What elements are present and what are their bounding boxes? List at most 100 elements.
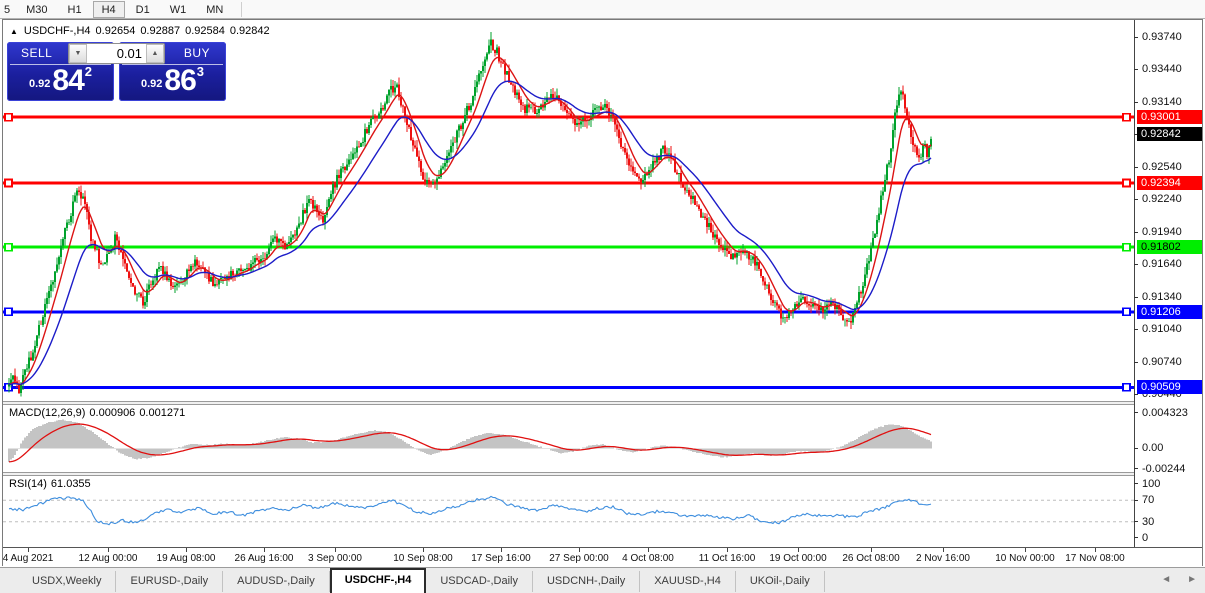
chart-tab-xauusd-[interactable]: XAUUSD-,H4 [640, 571, 736, 592]
level-price-label: 0.91802 [1137, 240, 1202, 255]
level-price-label: 0.92394 [1137, 176, 1202, 190]
rsi-label: RSI(14) [9, 478, 47, 490]
time-tick-label: 4 Oct 08:00 [622, 553, 674, 564]
ohlc-low: 0.92584 [185, 25, 225, 37]
timeframe-button-m30[interactable]: M30 [26, 3, 48, 16]
price-tick-label: 0.91040 [1142, 323, 1182, 336]
macd-signal-value: 0.001271 [139, 407, 186, 419]
horizontal-level-lines[interactable] [3, 112, 1134, 392]
time-tick-label: 26 Oct 08:00 [842, 553, 900, 564]
timeframe-toolbar: 5 M30 H1 H4 D1 W1 MN [0, 0, 1205, 19]
rsi-tick-mark [1134, 521, 1138, 523]
volume-increase-button[interactable]: ▲ [146, 44, 164, 63]
pane-separator[interactable] [3, 401, 1134, 405]
buy-price-pip-sup: 3 [196, 64, 205, 79]
time-tick-mark [423, 548, 424, 552]
level-price-label: 0.91206 [1137, 304, 1202, 319]
price-tick-mark [1134, 361, 1138, 363]
time-tick-label: 19 Aug 08:00 [156, 553, 216, 564]
chart-tab-eurusd-[interactable]: EURUSD-,Daily [116, 571, 224, 592]
volume-decrease-button[interactable]: ▼ [69, 44, 87, 63]
tab-scroll-arrows: ◄ ► [1161, 574, 1197, 585]
macd-signal-line [8, 423, 932, 463]
time-axis[interactable]: 4 Aug 2021 12 Aug 00:00 19 Aug 08:00 26 Aug… [3, 548, 1202, 567]
sell-button[interactable]: SELL [21, 46, 53, 60]
price-tick-label: 0.93140 [1142, 95, 1182, 108]
volume-input[interactable] [87, 44, 146, 63]
timeframe-button-h4[interactable]: H4 [92, 0, 125, 18]
chart-tab-audusd-[interactable]: AUDUSD-,Daily [223, 571, 330, 592]
tab-scroll-right-icon[interactable]: ► [1187, 574, 1197, 585]
macd-histogram [8, 419, 932, 462]
volume-spinner: ▼ ▲ [68, 43, 165, 64]
macd-indicator-pane[interactable] [3, 405, 1134, 472]
price-tick-label: 0.93440 [1142, 63, 1182, 76]
chart-tab-ukoil-[interactable]: UKOil-,Daily [736, 571, 825, 592]
axis-separator [3, 547, 1202, 548]
time-tick-label: 11 Oct 16:00 [698, 553, 756, 564]
timeframe-button-w1[interactable]: W1 [169, 3, 187, 16]
time-tick-mark [798, 548, 799, 552]
time-tick-mark [1095, 548, 1096, 552]
rsi-line [8, 495, 932, 526]
price-tick-mark [1134, 199, 1138, 201]
timeframe-button-d1[interactable]: D1 [135, 3, 150, 16]
time-tick-label: 2 Nov 16:00 [916, 553, 970, 564]
rsi-tick-mark [1134, 483, 1138, 485]
chart-window[interactable]: 0.937400.934400.931400.928400.925400.922… [2, 19, 1203, 567]
macd-tick-mark [1134, 412, 1138, 414]
time-tick-mark [28, 548, 29, 552]
chart-tab-usdcad-[interactable]: USDCAD-,Daily [426, 571, 533, 592]
buy-button[interactable]: BUY [183, 46, 210, 60]
price-tick-label: 0.92540 [1142, 160, 1182, 173]
chart-tab-usdchf-[interactable]: USDCHF-,H4 [329, 568, 427, 593]
time-tick-label: 17 Sep 16:00 [471, 553, 531, 564]
buy-price-big-digits: 86 [164, 64, 196, 97]
rsi-level-lines [3, 499, 1134, 523]
tab-scroll-left-icon[interactable]: ◄ [1161, 574, 1172, 585]
rsi-tick-mark [1134, 537, 1138, 539]
price-tick-mark [1134, 329, 1138, 331]
level-price-label: 0.93001 [1137, 110, 1202, 125]
time-tick-label: 10 Sep 08:00 [393, 553, 453, 564]
chart-tab-usdx[interactable]: USDX,Weekly [18, 571, 117, 592]
chart-tab-bar: USDX,Weekly EURUSD-,Daily AUDUSD-,Daily USD… [0, 567, 1205, 593]
level-price-label: 0.90509 [1137, 380, 1202, 395]
rsi-indicator-pane[interactable] [3, 476, 1134, 547]
time-tick-label: 4 Aug 2021 [2, 553, 54, 564]
divider [10, 64, 111, 65]
time-tick-mark [501, 548, 502, 552]
sell-price-big-digits: 84 [52, 64, 84, 97]
price-tick-label: 0.91640 [1142, 258, 1182, 271]
macd-axis-label: -0.00244 [1142, 462, 1186, 475]
ohlc-open: 0.92654 [95, 25, 136, 37]
toolbar-separator [241, 1, 243, 17]
timeframe-button-5[interactable]: 5 [4, 3, 11, 16]
price-chart-pane[interactable] [3, 20, 1134, 401]
time-tick-label: 3 Sep 00:00 [308, 553, 362, 564]
macd-main-value: 0.000906 [89, 407, 136, 419]
sell-price-pip-sup: 2 [84, 64, 93, 79]
macd-tick-mark [1134, 447, 1138, 449]
macd-label: MACD(12,26,9) [9, 407, 86, 419]
timeframe-button-h1[interactable]: H1 [67, 3, 82, 16]
collapse-triangle-icon[interactable]: ▲ [10, 27, 18, 36]
sell-price: 0.92842 [7, 64, 114, 98]
one-click-trading-panel: SELL 0.92842 BUY 0.92863 ▼ ▲ [7, 42, 226, 101]
price-tick-label: 0.93740 [1142, 30, 1182, 43]
chart-tab-usdcnh-[interactable]: USDCNH-,Daily [533, 571, 641, 592]
pane-separator[interactable] [3, 472, 1134, 476]
divider [122, 64, 223, 65]
rsi-axis-label: 100 [1142, 477, 1161, 490]
price-tick-label: 0.91940 [1142, 225, 1182, 238]
price-tick-mark [1134, 36, 1138, 38]
current-price-label: 0.92842 [1137, 127, 1202, 142]
price-tick-label: 0.92240 [1142, 193, 1182, 206]
rsi-axis-label: 70 [1142, 494, 1155, 507]
time-tick-mark [335, 548, 336, 552]
time-tick-label: 12 Aug 00:00 [78, 553, 138, 564]
timeframe-button-mn[interactable]: MN [206, 3, 224, 16]
macd-tick-mark [1134, 468, 1138, 470]
time-tick-label: 10 Nov 00:00 [995, 553, 1055, 564]
time-tick-mark [727, 548, 728, 552]
